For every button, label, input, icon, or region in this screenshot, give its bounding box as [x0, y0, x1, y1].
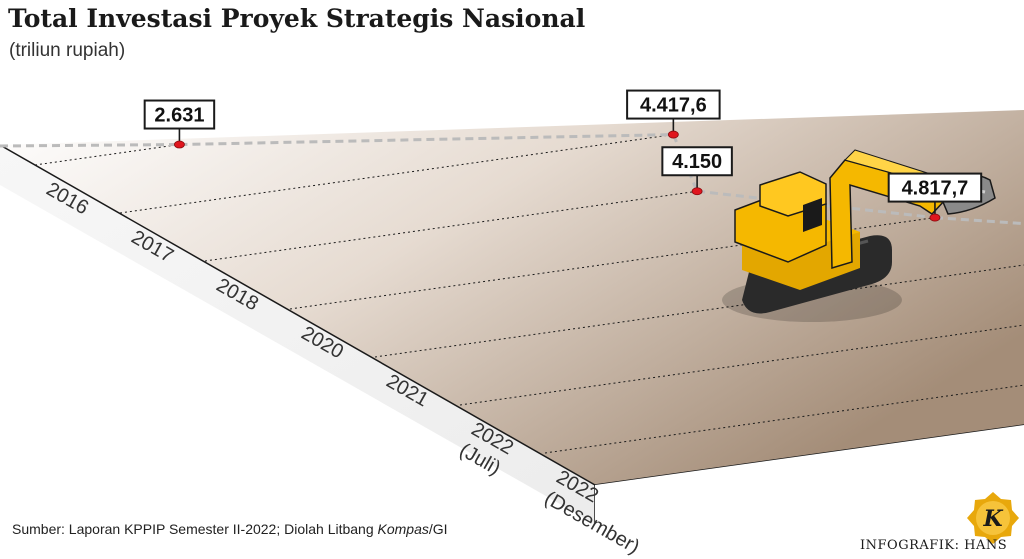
data-label: 4.150: [672, 151, 722, 173]
data-point: [667, 130, 679, 139]
data-label: 2.631: [154, 105, 204, 127]
guide-line: [289, 217, 936, 310]
guide-line: [34, 144, 180, 166]
value-labels: 2.6314.417,64.1504.817,75.698,55.481,45.…: [143, 89, 983, 218]
guide-line: [119, 134, 674, 214]
connector-line: [179, 133, 674, 147]
value-label-box: [887, 172, 983, 203]
source-suffix: /GI: [428, 521, 448, 537]
data-markers: [174, 130, 941, 222]
chart-subtitle: (triliun rupiah): [9, 40, 126, 61]
excavator-illustration: [722, 149, 996, 322]
dotted-guides: [34, 134, 1024, 454]
value-label-box: [143, 99, 216, 130]
logo-letter: K: [982, 506, 1003, 532]
board-edge-top: [0, 144, 596, 486]
board-side: [0, 145, 595, 524]
value-label-box: [626, 89, 721, 120]
kompas-logo: K: [967, 492, 1019, 544]
source-italic: Kompas: [377, 521, 429, 537]
data-point: [691, 187, 703, 196]
value-label-box: [661, 146, 733, 177]
chart-title: Total Investasi Proyek Strategis Nasiona…: [8, 4, 586, 33]
infographic-credit: INFOGRAFIK: HANS: [860, 538, 1008, 553]
source-prefix: Sumber: Laporan KPPIP Semester II-2022; …: [12, 521, 378, 537]
source-note: Sumber: Laporan KPPIP Semester II-2022; …: [12, 521, 448, 537]
board-right-edge: [595, 425, 1024, 524]
data-label: 4.817,7: [902, 178, 969, 200]
data-point: [929, 213, 941, 222]
connector-line: [0, 143, 180, 148]
data-point: [174, 140, 185, 149]
data-label: 4.417,6: [640, 95, 707, 117]
